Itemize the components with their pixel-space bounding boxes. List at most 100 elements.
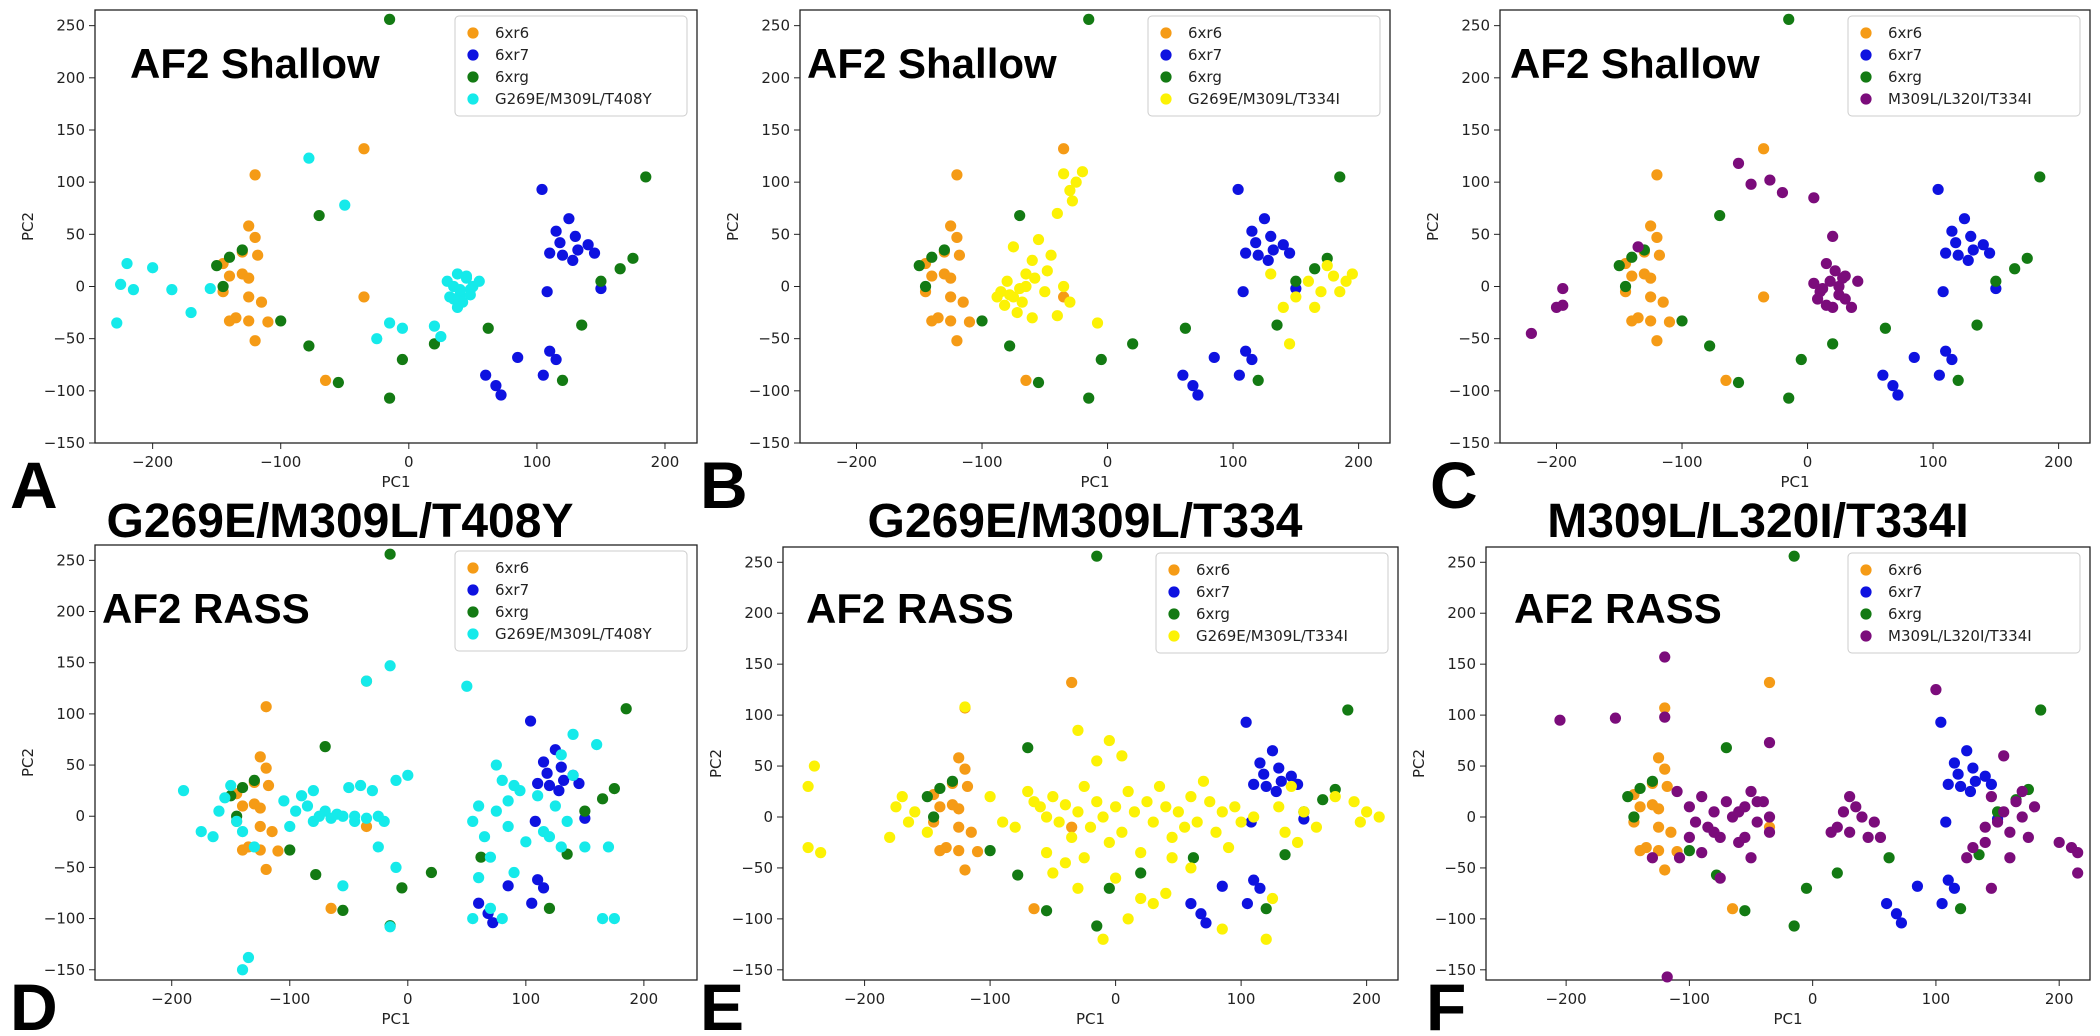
panel-b-point-g269e-m309l-t334i	[1277, 301, 1289, 313]
panel-f-point-6xr7	[1895, 917, 1908, 929]
panel-a-point-g269e-m309l-t408y	[435, 330, 447, 343]
panel-e-point-6xrg	[1279, 849, 1291, 861]
panel-a-title: AF2 Shallow	[130, 40, 380, 87]
panel-b-point-g269e-m309l-t334i	[991, 291, 1003, 303]
panel-e-point-6xr6	[953, 752, 965, 764]
panel-a-point-g269e-m309l-t408y	[111, 317, 123, 329]
panel-e-point-g269e-m309l-t334i	[1235, 816, 1247, 828]
panel-d-point-g269e-m309l-t408y	[484, 851, 497, 863]
panel-a-point-6xr7	[582, 239, 594, 251]
panel-e-point-g269e-m309l-t334i	[1329, 791, 1341, 803]
panel-d-point-6xr7	[532, 874, 544, 886]
panel-e-point-g269e-m309l-t334i	[815, 847, 827, 859]
panel-e-ytick-label: −100	[732, 910, 773, 928]
panel-e-point-6xr7	[1270, 785, 1282, 798]
panel-f-point-6xr6	[1659, 702, 1671, 714]
panel-b-point-g269e-m309l-t334i	[1091, 317, 1104, 329]
panel-c-ytick-label: −100	[1449, 382, 1490, 400]
panel-b-point-g269e-m309l-t334i	[1302, 275, 1315, 287]
panel-c-point-6xr7	[1940, 247, 1952, 259]
panel-b-legend-marker	[1160, 93, 1172, 105]
panel-d-point-6xr7	[524, 715, 537, 727]
panel-d-point-g269e-m309l-t408y	[567, 769, 579, 781]
panel-b-point-g269e-m309l-t334i	[1058, 168, 1070, 180]
panel-d-point-6xrg	[579, 805, 591, 817]
panel-d-frame	[94, 544, 698, 981]
panel-a-ylabel: PC2	[19, 212, 37, 241]
panel-b-point-6xr7	[1208, 351, 1220, 364]
panel-e-point-g269e-m309l-t334i	[1103, 734, 1115, 747]
panel-d-point-g269e-m309l-t408y	[301, 800, 314, 812]
panel-a-legend-label: 6xrg	[495, 68, 529, 86]
panel-b-point-g269e-m309l-t334i	[1066, 195, 1079, 207]
panel-a-xtick-label: 0	[404, 453, 414, 471]
panel-c-point-6xr7	[1933, 369, 1945, 381]
panel-c-point-6xr7	[1887, 380, 1899, 392]
panel-b-point-6xr7	[1250, 237, 1262, 249]
panel-e-point-6xrg	[1187, 852, 1200, 864]
panel-d-point-g269e-m309l-t408y	[384, 921, 396, 933]
panel-c-point-m309l-l320i-t334i	[1764, 174, 1776, 186]
panel-b-point-6xr6	[1020, 374, 1032, 386]
panel-d-ylabel: PC2	[19, 748, 37, 777]
panel-a-point-6xrg	[595, 275, 607, 287]
panel-c-ytick-label: 150	[1461, 121, 1490, 139]
panel-c-point-m309l-l320i-t334i	[1827, 230, 1839, 243]
panel-a-point-6xr7	[537, 369, 549, 381]
panel-f-legend	[1847, 552, 2081, 654]
panel-a-point-6xr6	[252, 249, 264, 261]
panel-c-point-6xr7	[1877, 369, 1889, 381]
panel-a-point-6xr7	[512, 351, 524, 364]
panel-e-ytick-label: −50	[741, 859, 773, 877]
panel-c-point-6xr7	[1967, 244, 1979, 256]
panel-e-point-g269e-m309l-t334i	[1185, 791, 1197, 803]
panel-d-point-6xr6	[236, 800, 249, 812]
panel-f-point-m309l-l320i-t334i	[1998, 750, 2010, 762]
panel-e-point-6xr7	[1260, 780, 1272, 793]
panel-b-ytick-label: 100	[761, 173, 790, 191]
panel-d-point-6xrg	[337, 904, 349, 917]
panel-e-point-g269e-m309l-t334i	[1166, 852, 1178, 864]
panel-f-point-m309l-l320i-t334i	[1696, 791, 1708, 803]
panel-c-point-6xr7	[1946, 353, 1958, 366]
panel-c-ytick-label: 50	[1471, 225, 1490, 243]
panel-c-point-6xr7	[1950, 237, 1962, 249]
panel-e-point-6xr7	[1195, 908, 1207, 920]
panel-a-point-6xrg	[614, 263, 626, 275]
panel-b-point-6xr7	[1240, 247, 1252, 259]
panel-b-point-6xr6	[1058, 143, 1070, 155]
panel-a-point-g269e-m309l-t408y	[396, 322, 409, 334]
panel-e-point-g269e-m309l-t334i	[1097, 811, 1109, 823]
panel-f-point-m309l-l320i-t334i	[1554, 714, 1566, 726]
panel-c-legend	[1847, 15, 2081, 117]
panel-c-point-6xr7	[1965, 230, 1977, 243]
panel-a-point-6xr7	[569, 230, 581, 243]
panel-a-point-6xrg	[576, 319, 588, 331]
panel-a-point-6xr7	[572, 244, 584, 256]
panel-f-point-m309l-l320i-t334i	[2028, 801, 2041, 813]
panel-c-frame	[1499, 9, 2091, 444]
panel-d-legend-marker	[467, 584, 479, 596]
panel-f-point-m309l-l320i-t334i	[1751, 816, 1763, 828]
panel-b-legend-marker	[1160, 71, 1172, 83]
panel-d-point-6xr7	[532, 777, 544, 790]
panel-f-point-m309l-l320i-t334i	[1739, 831, 1751, 843]
panel-d-legend-marker	[467, 562, 479, 574]
panel-f-point-m309l-l320i-t334i	[2072, 847, 2084, 859]
panel-d-point-g269e-m309l-t408y	[236, 825, 249, 838]
panel-d-point-g269e-m309l-t408y	[225, 779, 237, 792]
panel-a-ytick-label: 50	[66, 225, 85, 243]
panel-d-point-g269e-m309l-t408y	[608, 912, 620, 925]
panel-f-ytick-label: −100	[1435, 910, 1476, 928]
panel-e-point-g269e-m309l-t334i	[921, 826, 933, 838]
panel-b-point-g269e-m309l-t334i	[1020, 268, 1032, 280]
panel-f-point-m309l-l320i-t334i	[1850, 801, 1862, 813]
panel-f-point-m309l-l320i-t334i	[1930, 684, 1942, 696]
panel-c-point-6xrg	[1827, 338, 1839, 350]
panel-e-point-6xr6	[1028, 903, 1040, 915]
panel-f-point-6xrg	[1739, 905, 1751, 917]
panel-d-point-g269e-m309l-t408y	[313, 810, 325, 822]
panel-f-point-m309l-l320i-t334i	[1961, 852, 1973, 864]
panel-f-point-m309l-l320i-t334i	[1763, 811, 1776, 823]
column-title-2: G269E/M309L/T334	[868, 495, 1303, 548]
